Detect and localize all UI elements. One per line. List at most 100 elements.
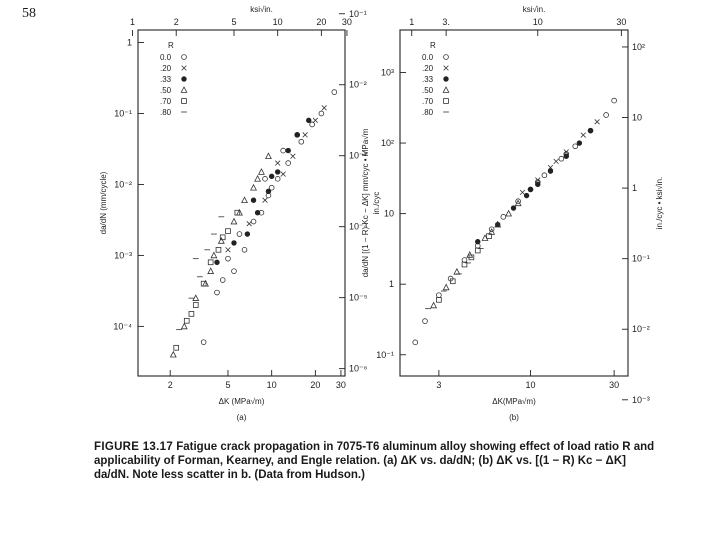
panel-b-y-tick-label: 10³ — [381, 67, 394, 77]
panel-b-data-point — [453, 267, 461, 275]
panel-a-data-point — [285, 147, 291, 154]
panel-a-data-point — [274, 160, 281, 166]
panel-b-y-tick-label: 10² — [381, 138, 394, 148]
panel-a-data-point — [210, 251, 218, 259]
panel-b-data-point — [500, 214, 507, 220]
panel-b-panel-label: (b) — [509, 413, 519, 422]
panel-a-data-point — [173, 344, 180, 351]
panel-a-data-point — [290, 153, 296, 159]
panel-a-right-tick-label: 10⁻² — [349, 80, 367, 90]
panel-a-data-point — [241, 246, 248, 253]
panel-b-legend-marker — [443, 98, 449, 104]
panel-a-data-point — [207, 267, 215, 274]
panel-b-right-tick-label: 1 — [632, 183, 637, 193]
panel-b-data-point — [611, 97, 617, 104]
panel-b-legend-label: .70 — [422, 97, 434, 106]
panel-a-data-point — [321, 105, 327, 111]
panel-b-data-point — [505, 209, 513, 217]
panel-a-data-point — [264, 152, 272, 160]
panel-b-data-point — [449, 278, 456, 285]
panel-a-data-point — [225, 247, 231, 253]
panel-a-data-point — [230, 217, 238, 225]
panel-a-right-tick-label: 10⁻⁴ — [349, 222, 368, 232]
page-number: 58 — [22, 6, 36, 21]
panel-b-data-point — [436, 297, 442, 303]
panel-a-data-point — [331, 89, 338, 95]
panel-b-right-tick-label: 10⁻² — [632, 324, 650, 334]
panel-a-data-point — [306, 117, 312, 124]
panel-b-data-point — [475, 239, 481, 245]
panel-a-legend-label: .80 — [160, 108, 172, 117]
panel-b-data-point — [422, 318, 428, 324]
panel-a-data-point — [262, 197, 268, 203]
panel-b-x-tick-label: 30 — [609, 380, 619, 390]
panel-a-data-point — [215, 246, 222, 253]
panel-b-top-tick-label: 10 — [533, 17, 543, 27]
panel-a-right-tick-label: 10⁻⁶ — [349, 364, 368, 374]
panel-a-right-axis-label: in./cyc — [372, 192, 381, 215]
panel-a-legend-title: R — [168, 41, 174, 50]
panel-a-data-point — [225, 255, 231, 262]
panel-b-frame — [399, 29, 629, 377]
panel-a-data-point — [207, 259, 214, 266]
panel-b-data-point — [468, 254, 475, 261]
panel-a-data-point — [246, 220, 252, 227]
panel-a-data-point — [254, 174, 262, 182]
panel-a-data-point — [298, 138, 305, 145]
panel-b-data-point — [510, 205, 517, 211]
panel-a-right-tick-label: 10⁻⁵ — [349, 293, 368, 303]
panel-b-data-point — [488, 226, 495, 233]
panel-a-data-point — [244, 231, 251, 237]
panel-b-data-point — [563, 149, 569, 155]
panel-a-data-point — [280, 147, 286, 154]
panel-b-data-point — [547, 168, 554, 174]
panel-a-data-point — [250, 183, 257, 191]
panel-a-data-point — [274, 176, 281, 182]
panel-a-data-point — [231, 240, 237, 246]
panel-b-y-tick-label: 1 — [389, 279, 394, 289]
panel-a-data-point — [214, 259, 220, 265]
panel-a-data-point — [309, 121, 315, 128]
panel-b-y-axis-label: da/dN [(1 − R) Kc − ΔK] mm/cyc • MPa√m — [361, 128, 370, 277]
panel-a-data-point — [254, 209, 261, 216]
panel-a-legend-label: 0.0 — [160, 53, 172, 62]
panel-a-data-point — [274, 169, 281, 175]
panel-a-data-point — [257, 168, 265, 175]
panel-b-data-point — [527, 186, 534, 193]
panel-b-right-tick-label: 10 — [632, 113, 642, 123]
panel-b-data-point — [523, 192, 530, 199]
panel-b-top-axis-label: ksi√in. — [523, 5, 546, 14]
panel-a-x-tick-label: 10 — [267, 380, 277, 390]
panel-a-legend-marker — [181, 98, 187, 104]
panel-a-data-point — [169, 350, 177, 358]
panel-b-data-point — [519, 189, 526, 196]
panel-b-legend-marker — [443, 54, 449, 60]
panel-a-top-tick-label: 1 — [130, 17, 135, 27]
panel-a-data-point — [231, 268, 237, 274]
panel-b-data-point — [515, 198, 521, 204]
panel-a-top-tick-label: 2 — [174, 17, 179, 27]
panel-a-data-point — [183, 317, 190, 324]
panel-a-top-axis-label: ksi√in. — [250, 5, 273, 14]
panel-a-legend-label: .70 — [160, 97, 172, 106]
panel-a-y-tick-label: 10⁻⁴ — [113, 321, 132, 331]
panel-a-data-point — [200, 339, 207, 345]
panel-a-x-tick-label: 30 — [336, 380, 346, 390]
panel-b-legend-label: .20 — [422, 64, 434, 73]
panel-b-legend-label: .80 — [422, 108, 434, 117]
panel-a-data-point — [236, 231, 243, 237]
panel-a-data-point — [214, 289, 220, 296]
panel-b-data-point — [563, 153, 569, 159]
panel-b-data-point — [461, 257, 468, 263]
panel-a-data-point — [219, 277, 226, 283]
panel-a-y-tick-label: 10⁻¹ — [114, 108, 132, 118]
panel-a-data-point — [192, 302, 199, 308]
panel-a-top-tick-label: 5 — [231, 17, 236, 27]
panel-b-x-tick-label: 3 — [436, 380, 441, 390]
panel-b-legend-marker — [442, 86, 450, 93]
panel-b-top-tick-label: 3. — [442, 17, 450, 27]
panel-b-right-axis-label: in./cyc • ksi√in. — [655, 177, 664, 230]
panel-b-data-point — [486, 233, 492, 239]
panel-b-right-tick-label: 10² — [632, 42, 645, 52]
panel-a-top-tick-label: 20 — [316, 17, 326, 27]
